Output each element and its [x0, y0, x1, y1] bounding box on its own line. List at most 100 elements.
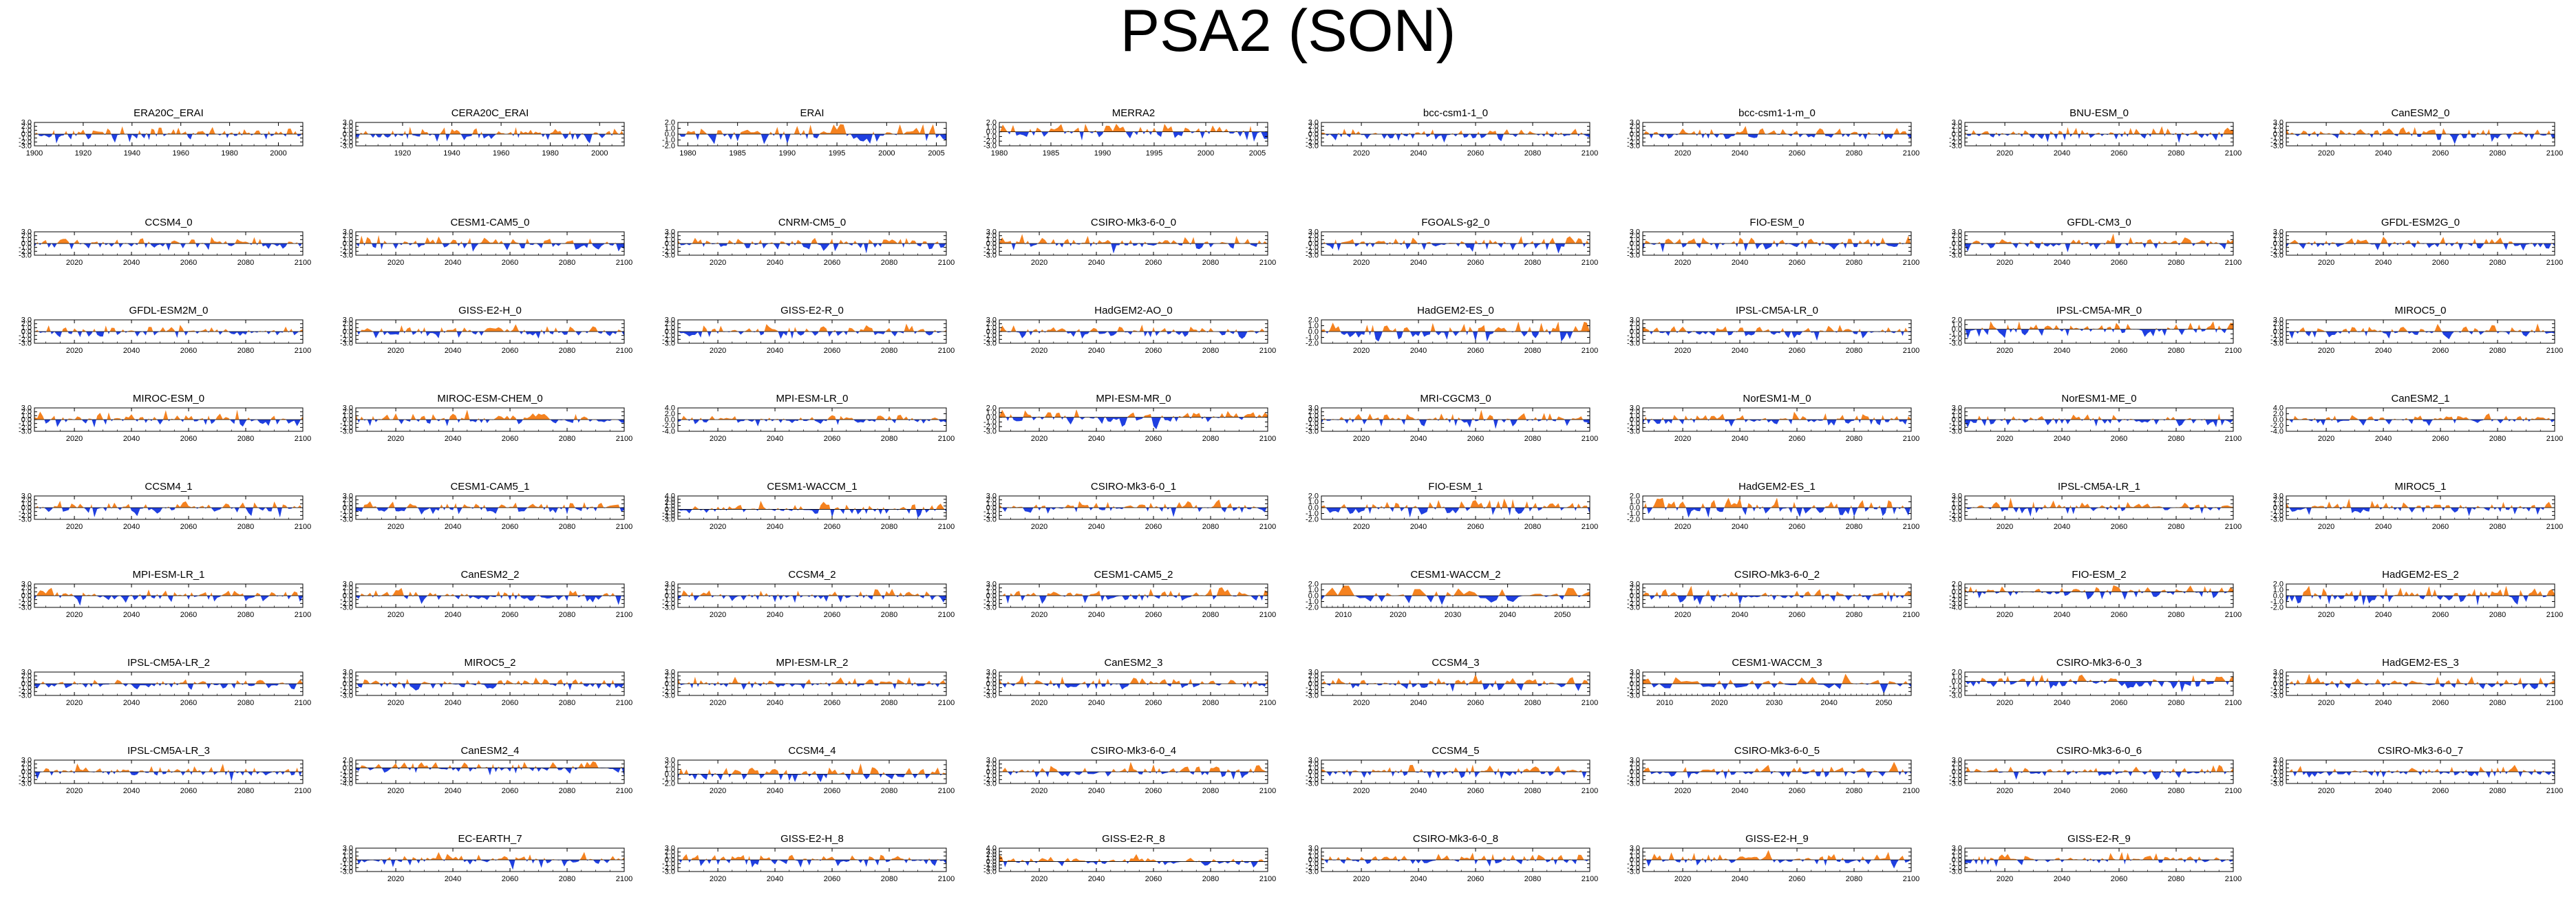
y-tick-label: 1.0	[1308, 676, 1319, 684]
panel-title: CanESM2_0	[2391, 107, 2449, 119]
y-tick-label: 1.0	[21, 676, 32, 684]
y-tick-label: 0.0	[343, 504, 353, 512]
x-tick-label: 2040	[1088, 435, 1105, 443]
y-tick-label: 2.0	[1952, 232, 1962, 240]
x-tick-label: 2080	[1846, 875, 1862, 883]
y-tick-label: 0.0	[343, 592, 353, 601]
y-tick-label: 2.0	[1308, 760, 1319, 768]
y-tick-label: -3.0	[983, 252, 997, 260]
positive-area	[678, 854, 939, 860]
panel: GISS-E2-H_0 3.02.01.00.0-1.0-2.0-3.0 2020 2…	[340, 305, 632, 355]
x-tick-label: 2100	[1582, 149, 1598, 158]
panel: HadGEM2-ES_0 2.01.00.0-1.0-2.0 2020 2040 206…	[1306, 305, 1598, 355]
y-tick-label: 1.0	[343, 324, 353, 332]
y-tick-label: 2.0	[665, 584, 675, 592]
y-tick-label: -3.0	[340, 604, 353, 612]
x-tick-label: 2060	[1145, 523, 1162, 531]
y-tick-label: 1.0	[1952, 127, 1962, 135]
y-tick-label: 0.0	[343, 680, 353, 689]
y-tick-label: 0.0	[986, 768, 997, 777]
x-tick-label: 2020	[2318, 435, 2334, 443]
y-tick-label: 1.0	[1952, 500, 1962, 508]
y-tick-label: 1.0	[1630, 852, 1640, 861]
y-tick-label: -2.0	[340, 424, 353, 432]
x-tick-label: 2100	[1259, 347, 1276, 355]
panel-title: CCSM4_3	[1431, 657, 1479, 669]
x-tick-label: 2020	[1674, 259, 1691, 267]
panel: MPI-ESM-MR_0 2.01.00.0-1.0-2.0-3.0 2020 204…	[983, 393, 1276, 443]
panel-title: MIROC5_2	[464, 657, 515, 669]
x-tick-label: 2020	[710, 435, 726, 443]
y-tick-label: 3.0	[1630, 404, 1640, 413]
x-tick-label: 2020	[1390, 611, 1406, 619]
y-tick-label: 1.0	[1308, 412, 1319, 420]
x-tick-label: 2040	[1410, 523, 1427, 531]
panel-title: CSIRO-Mk3-6-0_1	[1091, 481, 1176, 493]
x-tick-label: 2040	[767, 611, 783, 619]
x-tick-label: 2020	[1353, 435, 1370, 443]
x-tick-label: 2060	[180, 435, 197, 443]
x-tick-label: 2080	[1202, 699, 1219, 707]
y-tick-label: 0.0	[1308, 592, 1319, 601]
y-tick-label: 3.0	[1952, 757, 1962, 765]
y-tick-label: -2.0	[340, 600, 353, 608]
y-tick-label: -3.0	[662, 604, 675, 612]
x-tick-label: 2020	[1031, 259, 1047, 267]
y-tick-label: -3.0	[1627, 780, 1640, 788]
panel: HadGEM2-ES_1 2.01.00.0-1.0-2.0 2020 2040 206…	[1627, 481, 1919, 531]
x-tick-label: 1995	[829, 149, 845, 158]
x-tick-label: 2050	[1875, 699, 1892, 707]
y-tick-label: -1.0	[19, 684, 32, 692]
y-tick-label: -1.0	[983, 596, 997, 604]
panel-title: GFDL-ESM2G_0	[2381, 217, 2460, 228]
x-tick-label: 2040	[123, 523, 140, 531]
y-tick-label: 2.0	[1952, 122, 1962, 131]
y-tick-label: 0.0	[986, 413, 997, 422]
y-tick-label: 0.0	[986, 592, 997, 601]
y-tick-label: 1.0	[1630, 588, 1640, 596]
negative-area	[34, 772, 302, 781]
y-tick-label: -3.0	[340, 428, 353, 436]
x-tick-label: 2060	[1789, 435, 1805, 443]
y-tick-label: -1.0	[1949, 508, 1962, 516]
positive-area	[681, 589, 938, 596]
y-tick-label: -1.0	[983, 133, 997, 141]
x-tick-label: 2060	[502, 611, 518, 619]
x-tick-label: 2060	[502, 787, 518, 795]
y-tick-label: -3.0	[662, 692, 675, 700]
y-tick-label: 2.0	[1308, 581, 1319, 589]
positive-area	[1965, 321, 2233, 329]
x-tick-label: 2020	[1031, 699, 1047, 707]
panel: MIROC-ESM_0 3.02.01.00.0-1.0-2.0-3.0 2020 2…	[19, 393, 311, 443]
y-tick-label: 2.0	[665, 848, 675, 856]
positive-area	[1000, 124, 1262, 132]
x-tick-label: 2080	[2168, 875, 2184, 883]
y-tick-label: 2.0	[986, 851, 997, 859]
x-tick-label: 2060	[2111, 149, 2127, 158]
panel-title: IPSL-CM5A-LR_2	[127, 657, 210, 669]
y-tick-label: -2.0	[1306, 776, 1319, 784]
y-tick-label: 1.0	[343, 236, 353, 244]
x-tick-label: 2040	[767, 875, 783, 883]
panel: FIO-ESM_2 2.01.00.0-1.0-2.0-3.0-4.0 2020 20…	[1949, 569, 2242, 619]
negative-area	[999, 131, 1268, 142]
x-tick-label: 2080	[2168, 611, 2184, 619]
x-tick-label: 2100	[2225, 149, 2242, 158]
y-tick-label: -2.0	[1949, 512, 1962, 520]
panel-title: bcc-csm1-1-m_0	[1738, 107, 1816, 119]
panel: FIO-ESM_1 2.01.00.0-1.0-2.0 2020 2040 2060 20…	[1306, 481, 1598, 531]
y-tick-label: -3.0	[1627, 142, 1640, 151]
y-tick-label: -2.0	[1949, 864, 1962, 872]
y-tick-label: 1.0	[343, 127, 353, 135]
plot-frame	[1964, 583, 2234, 608]
x-tick-label: 2020	[710, 347, 726, 355]
y-tick-label: 1.0	[1952, 584, 1962, 592]
negative-area	[999, 772, 1268, 780]
x-tick-label: 2020	[66, 435, 83, 443]
negative-area	[2286, 596, 2547, 606]
negative-area	[1643, 244, 1911, 252]
x-tick-label: 2080	[1524, 347, 1541, 355]
y-tick-label: -1.0	[19, 596, 32, 604]
x-tick-label: 2060	[180, 259, 197, 267]
